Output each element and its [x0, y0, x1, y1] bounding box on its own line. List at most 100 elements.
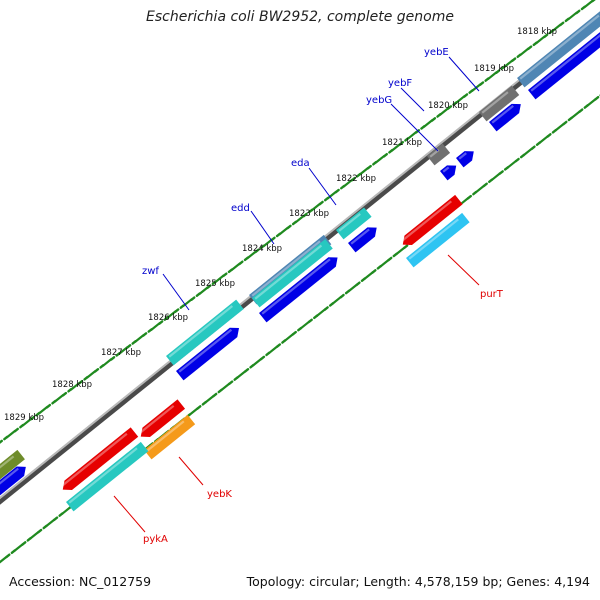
tick-label: 1828 kbp — [52, 380, 92, 390]
yebK-arrow-sheen — [146, 420, 185, 452]
outer-tick — [358, 166, 370, 176]
pykA-leader — [113, 495, 146, 533]
purT-box[interactable] — [399, 194, 463, 249]
gene-label-zwf: zwf — [142, 266, 159, 277]
inner-tick — [490, 172, 502, 181]
accession-text: Accession: NC_012759 — [9, 574, 152, 589]
yebE-box[interactable] — [517, 9, 600, 88]
eda-box[interactable] — [336, 207, 372, 240]
yebF-box[interactable] — [479, 85, 520, 122]
pykA-box2-shape — [66, 441, 149, 512]
edd-box2-shape — [252, 239, 333, 308]
inner-tick — [275, 343, 282, 348]
topology-text: Topology: circular; Length: 4,578,159 bp… — [246, 574, 590, 589]
outer-tick — [551, 23, 562, 33]
outer-tick — [390, 143, 402, 152]
inner-tick — [371, 269, 377, 274]
zwf-arrow[interactable] — [176, 323, 243, 381]
outer-tick — [21, 417, 33, 427]
yebG-arrow2[interactable] — [456, 147, 478, 168]
yebG-box-shape — [427, 143, 451, 166]
outer-tick — [174, 308, 180, 313]
left-box[interactable] — [0, 449, 25, 490]
left-arrow[interactable] — [0, 462, 30, 506]
tick-label: 1819 kbp — [474, 64, 514, 74]
pykA-box2-sheen — [68, 447, 138, 504]
inner-tick — [259, 355, 266, 361]
edd-arrow[interactable] — [259, 253, 341, 323]
yebK-box-sheen — [139, 404, 175, 434]
inner-tick — [570, 110, 581, 120]
edd-arrow-shape — [259, 257, 338, 323]
left-box-shape — [0, 449, 25, 490]
inner-tick — [21, 541, 27, 546]
inner-tick — [395, 246, 406, 256]
yebF-arrow[interactable] — [489, 99, 525, 132]
outer-tick — [102, 358, 113, 367]
yebF-box-sheen — [481, 91, 509, 114]
tick-label: 1822 kbp — [336, 174, 376, 184]
edd-box2-sheen — [254, 244, 323, 300]
outer-tick — [567, 11, 578, 21]
outer-tick — [214, 274, 225, 284]
inner-tick — [244, 368, 250, 373]
eda-arrow-sheen — [350, 228, 370, 245]
edd-box2[interactable] — [252, 239, 333, 308]
gene-label-edd: edd — [231, 203, 250, 214]
inner-tick — [498, 170, 504, 175]
outer-tick — [350, 176, 356, 182]
tick-label: 1821 kbp — [382, 138, 422, 148]
zwf-leader — [162, 273, 190, 311]
inner-tick — [53, 516, 59, 522]
outer-tick — [318, 200, 324, 206]
eda-arrow-shape — [348, 227, 377, 253]
yebG-arrow[interactable] — [440, 161, 460, 181]
tick-label: 1818 kbp — [517, 27, 557, 37]
outer-tick — [230, 262, 241, 272]
yebE-arrow-sheen — [530, 32, 600, 92]
gene-label-yebE: yebE — [424, 47, 449, 58]
pykA-box2[interactable] — [66, 441, 149, 512]
purT-box2[interactable] — [406, 212, 470, 268]
outer-tick — [559, 21, 565, 27]
inner-tick — [307, 318, 313, 324]
gene-label-yebF: yebF — [388, 78, 412, 89]
yebK-box[interactable] — [137, 399, 186, 441]
yebG-arrow2-sheen — [458, 152, 467, 160]
yebE-arrow[interactable] — [528, 27, 600, 100]
inner-tick — [268, 345, 279, 355]
outer-tick — [29, 415, 36, 421]
inner-tick — [212, 392, 218, 398]
outer-tick — [5, 429, 17, 439]
label-leaders — [113, 56, 480, 533]
zwf-box[interactable] — [166, 299, 244, 366]
yebG-arrow2-shape — [456, 151, 474, 168]
outer-tick — [286, 224, 292, 230]
yebK-arrow[interactable] — [144, 414, 196, 460]
inner-tick — [196, 405, 202, 410]
outer-tick — [150, 322, 161, 331]
yebF-arrow-shape — [489, 103, 521, 132]
gene-label-yebG: yebG — [366, 95, 392, 106]
inner-tick — [562, 120, 568, 126]
outer-tick — [366, 164, 372, 170]
yebG-box[interactable] — [427, 143, 451, 166]
outer-tick — [254, 248, 260, 254]
inner-tick — [204, 394, 215, 404]
outer-tick — [0, 439, 3, 444]
zwf-arrow-sheen — [178, 328, 233, 373]
pykA-box[interactable] — [59, 427, 139, 494]
yebF-leader — [400, 87, 425, 112]
yebG-arrow-sheen — [442, 166, 450, 173]
outer-tick — [77, 379, 84, 385]
inner-tick — [482, 182, 488, 188]
inner-tick — [331, 295, 342, 305]
inner-tick — [586, 98, 597, 107]
outer-tick — [262, 238, 273, 248]
inner-tick — [339, 293, 345, 299]
outer-tick — [543, 33, 549, 39]
yebK-box-shape — [140, 399, 186, 437]
eda-leader — [308, 167, 337, 206]
eda-arrow[interactable] — [348, 223, 380, 253]
outer-tick — [86, 370, 97, 379]
